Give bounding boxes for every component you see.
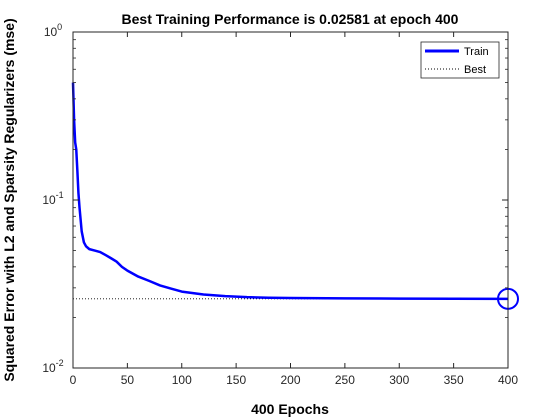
x-tick-label: 150 (226, 373, 246, 387)
legend-box (420, 41, 500, 79)
y-axis-ticks: 10-2 10-1 100 (42, 22, 508, 375)
legend-train-label: Train (464, 46, 489, 58)
y-axis-label: Squared Error with L2 and Sparsity Regul… (1, 18, 17, 381)
plot-area (71, 32, 519, 368)
x-tick-label: 100 (172, 373, 192, 387)
x-tick-label: 350 (444, 373, 464, 387)
x-axis-ticks: 0 50 100 150 200 250 300 350 400 (70, 32, 518, 387)
x-tick-label: 300 (389, 373, 409, 387)
y-tick-label: 10-1 (42, 190, 63, 207)
x-axis-label: 400 Epochs (251, 401, 329, 417)
x-tick-label: 0 (70, 373, 77, 387)
legend: Train Best (420, 41, 500, 79)
x-tick-label: 200 (280, 373, 300, 387)
legend-best-label: Best (464, 64, 486, 76)
x-tick-label: 50 (121, 373, 135, 387)
train-series-line (71, 82, 509, 301)
y-tick-label: 10-2 (42, 358, 63, 375)
x-tick-label: 400 (498, 373, 518, 387)
chart-title: Best Training Performance is 0.02581 at … (122, 11, 459, 27)
y-tick-label: 100 (44, 22, 62, 39)
axes-box (72, 31, 509, 369)
x-tick-label: 250 (335, 373, 355, 387)
